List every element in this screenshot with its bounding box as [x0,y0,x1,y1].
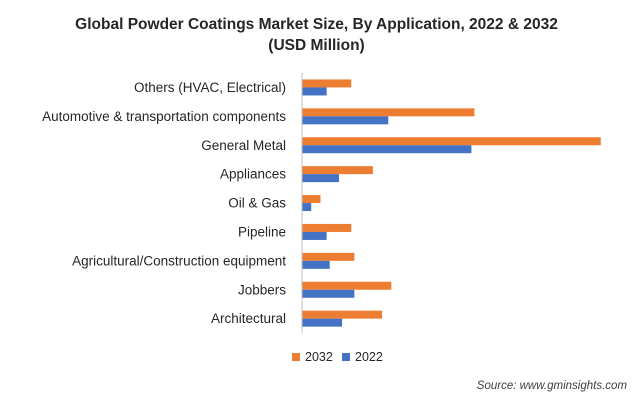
bar-2032 [302,137,601,146]
chart-title-line-2: (USD Million) [268,37,365,54]
bar-2022 [302,87,327,96]
bar-2032 [302,223,352,232]
bar-2032 [302,108,475,117]
category-label: Oil & Gas [228,196,286,211]
bar-2032 [302,195,321,204]
category-label: Appliances [220,167,286,182]
chart-title-line-1: Global Powder Coatings Market Size, By A… [75,16,558,33]
category-label: Pipeline [238,224,286,239]
legend-swatch-2032 [292,353,300,361]
bar-2032 [302,79,352,88]
category-label: Automotive & transportation components [42,109,286,124]
bar-2022 [302,289,355,298]
category-label: Architectural [211,311,286,326]
bar-2022 [302,318,343,327]
chart-title: Global Powder Coatings Market Size, By A… [0,14,633,56]
legend-swatch-2022 [342,353,350,361]
bar-2032 [302,166,373,175]
legend-label-2032: 2032 [305,350,333,364]
bar-2022 [302,116,389,125]
bar-2022 [302,203,312,212]
bar-2022 [302,260,330,269]
category-label: General Metal [201,138,286,153]
bar-2022 [302,174,339,183]
category-label: Jobbers [238,282,286,297]
category-label: Others (HVAC, Electrical) [134,80,286,95]
bar-2032 [302,310,383,319]
bar-2022 [302,145,472,154]
legend-label-2022: 2022 [355,350,383,364]
category-label: Agricultural/Construction equipment [72,253,286,268]
bar-2032 [302,252,355,261]
bar-2032 [302,281,392,290]
bar-2022 [302,231,327,240]
source-note: Source: www.gminsights.com [476,380,627,392]
